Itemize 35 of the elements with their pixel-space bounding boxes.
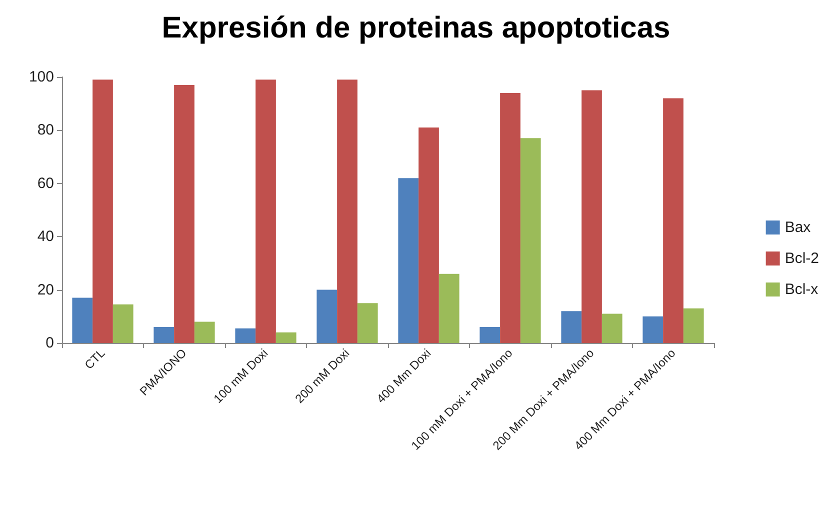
legend-label: Bax — [784, 219, 812, 236]
bar — [602, 314, 622, 343]
bar — [92, 80, 113, 343]
bar — [683, 308, 704, 343]
legend-label: Bcl-x — [784, 281, 819, 298]
y-tick-label: 60 — [37, 174, 54, 192]
bar — [276, 332, 296, 343]
y-tick-label: 0 — [46, 334, 54, 352]
bar — [480, 327, 500, 343]
legend-label: Bcl-2 — [784, 250, 820, 267]
bar — [337, 80, 358, 343]
bar — [316, 290, 338, 343]
chart-title: Expresión de proteinas apoptoticas — [162, 12, 670, 44]
y-tick-label: 20 — [37, 281, 54, 298]
bar — [398, 178, 419, 343]
bar — [418, 128, 439, 343]
bar — [154, 327, 174, 343]
bar — [112, 304, 134, 343]
x-tick-label: CTL — [82, 346, 108, 372]
bar — [438, 274, 460, 343]
bar — [235, 328, 256, 343]
y-tick-label: 80 — [37, 122, 54, 139]
bar — [642, 316, 664, 343]
y-tick-label: 100 — [28, 68, 54, 86]
bar — [520, 138, 541, 343]
y-tick-label: 40 — [37, 228, 54, 246]
bar — [500, 92, 520, 343]
bar — [561, 311, 582, 343]
bar — [663, 98, 684, 343]
bar — [194, 322, 215, 343]
bar — [357, 303, 378, 343]
bar — [582, 90, 602, 343]
bar — [256, 80, 276, 343]
bar — [174, 84, 194, 343]
bar — [72, 298, 93, 343]
